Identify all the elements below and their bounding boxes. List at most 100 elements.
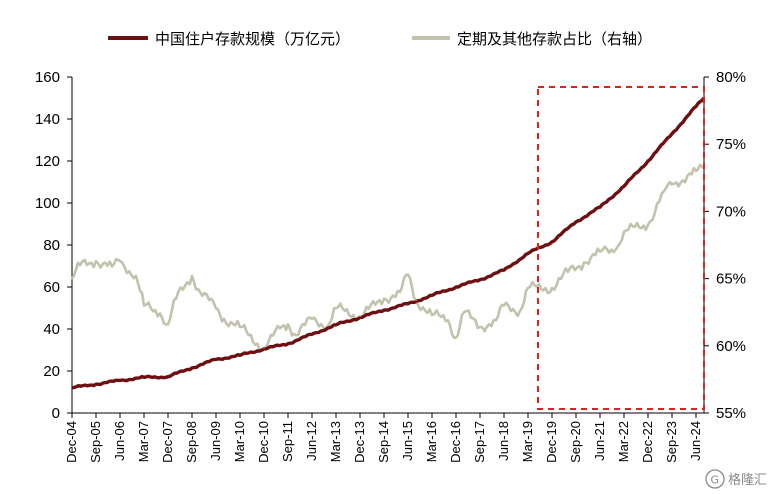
data-point-household-deposits bbox=[623, 185, 625, 187]
series-line-household-deposits bbox=[71, 96, 706, 390]
data-point-household-deposits bbox=[455, 286, 457, 288]
data-point-household-deposits bbox=[527, 252, 529, 255]
right-axis-tick-label: 55% bbox=[716, 405, 746, 422]
x-axis-tick-label: Dec-22 bbox=[640, 421, 655, 463]
left-axis-tick-label: 0 bbox=[52, 405, 60, 422]
data-point-household-deposits bbox=[287, 342, 289, 345]
data-point-time-deposit-share bbox=[527, 287, 529, 289]
data-point-time-deposit-share bbox=[431, 314, 433, 316]
right-axis-tick-label: 60% bbox=[716, 338, 746, 355]
data-point-time-deposit-share bbox=[215, 307, 217, 310]
data-point-time-deposit-share bbox=[399, 291, 401, 293]
data-point-time-deposit-share bbox=[407, 273, 409, 276]
data-point-time-deposit-share bbox=[455, 336, 457, 339]
x-axis-tick-label: Mar-13 bbox=[328, 421, 343, 462]
x-axis-tick-label: Sep-05 bbox=[88, 421, 103, 463]
watermark-logo-letter: G bbox=[711, 474, 720, 487]
data-point-time-deposit-share bbox=[599, 250, 601, 253]
data-point-household-deposits bbox=[431, 294, 433, 297]
left-axis-tick-label: 20 bbox=[43, 363, 60, 380]
data-point-household-deposits bbox=[479, 278, 481, 281]
x-axis-tick-label: Dec-16 bbox=[448, 421, 463, 463]
data-point-time-deposit-share bbox=[663, 190, 665, 192]
right-axis-tick-labels: 55% 60% 65% 70% 75% 80% bbox=[716, 69, 746, 422]
left-axis-tick-label: 120 bbox=[35, 153, 60, 170]
data-point-time-deposit-share bbox=[311, 318, 313, 320]
left-axis-tick-labels: 0 20 40 60 80 100 120 140 160 bbox=[35, 69, 60, 422]
x-axis-tick-label: Jun-24 bbox=[688, 421, 703, 461]
data-point-time-deposit-share bbox=[335, 307, 337, 310]
data-point-time-deposit-share bbox=[463, 311, 465, 314]
series-line-time-deposit-share bbox=[70, 163, 705, 352]
data-point-time-deposit-share bbox=[223, 318, 225, 320]
data-point-household-deposits bbox=[143, 376, 145, 379]
data-point-time-deposit-share bbox=[111, 265, 113, 268]
left-axis-tick-label: 160 bbox=[35, 69, 60, 86]
data-point-household-deposits bbox=[671, 132, 673, 135]
right-axis-tick-label: 75% bbox=[716, 136, 746, 153]
data-point-time-deposit-share bbox=[383, 298, 385, 300]
data-point-household-deposits bbox=[383, 309, 385, 311]
data-point-time-deposit-share bbox=[71, 277, 73, 280]
data-point-time-deposit-share bbox=[295, 334, 297, 336]
data-point-household-deposits bbox=[599, 206, 601, 208]
right-axis-tick-label: 70% bbox=[716, 203, 746, 220]
data-point-household-deposits bbox=[191, 367, 193, 369]
x-axis-tick-label: Sep-14 bbox=[376, 421, 391, 463]
data-point-household-deposits bbox=[335, 324, 337, 326]
x-axis-tick-label: Dec-04 bbox=[64, 421, 79, 463]
data-point-household-deposits bbox=[695, 105, 697, 108]
data-point-household-deposits bbox=[119, 379, 121, 382]
x-axis-tick-label: Jun-09 bbox=[208, 421, 223, 461]
left-axis-tick-label: 80 bbox=[43, 237, 60, 254]
x-axis-tick-label: Jun-06 bbox=[112, 421, 127, 461]
left-axis-tick-label: 40 bbox=[43, 321, 60, 338]
x-axis-tick-label: Dec-19 bbox=[544, 421, 559, 463]
data-point-household-deposits bbox=[71, 387, 73, 389]
legend-label-household-deposits: 中国住户存款规模（万亿元） bbox=[155, 30, 350, 48]
x-axis-tick-label: Dec-10 bbox=[256, 421, 271, 463]
data-point-time-deposit-share bbox=[447, 319, 449, 322]
data-point-household-deposits bbox=[215, 358, 217, 361]
data-point-time-deposit-share bbox=[695, 170, 697, 172]
watermark-text: 格隆汇 bbox=[728, 472, 767, 488]
left-axis-tick-label: 100 bbox=[35, 195, 60, 212]
right-axis-tick-label: 65% bbox=[716, 271, 746, 288]
data-point-time-deposit-share bbox=[79, 264, 81, 267]
x-axis-tick-label: Sep-17 bbox=[472, 421, 487, 463]
data-point-time-deposit-share bbox=[143, 304, 145, 307]
data-point-time-deposit-share bbox=[287, 323, 289, 326]
data-point-time-deposit-share bbox=[495, 319, 497, 322]
data-point-time-deposit-share bbox=[199, 291, 201, 293]
data-point-time-deposit-share bbox=[135, 275, 137, 277]
x-axis-tick-label: Jun-21 bbox=[592, 421, 607, 461]
x-axis-tick-label: Dec-07 bbox=[160, 421, 175, 463]
data-point-household-deposits bbox=[311, 333, 313, 336]
data-point-time-deposit-share bbox=[519, 310, 521, 312]
legend-label-time-deposit-share: 定期及其他存款占比（右轴） bbox=[457, 30, 652, 48]
data-point-time-deposit-share bbox=[567, 271, 569, 273]
x-axis-tick-label: Sep-20 bbox=[568, 421, 583, 463]
x-axis-tick-labels: Dec-04 Sep-05 Jun-06 Mar-07 Dec-07 Sep-08 Jun-… bbox=[64, 421, 703, 463]
data-point-time-deposit-share bbox=[671, 183, 673, 186]
data-point-time-deposit-share bbox=[647, 224, 649, 226]
data-point-time-deposit-share bbox=[583, 261, 585, 264]
x-axis-tick-label: Jun-12 bbox=[304, 421, 319, 461]
data-point-household-deposits bbox=[95, 383, 97, 386]
left-axis-tick-label: 140 bbox=[35, 111, 60, 128]
watermark-logo-icon bbox=[705, 469, 725, 489]
data-point-household-deposits bbox=[359, 316, 361, 319]
data-point-time-deposit-share bbox=[503, 304, 505, 307]
left-axis-tick-label: 60 bbox=[43, 279, 60, 296]
data-point-time-deposit-share bbox=[239, 326, 241, 328]
x-axis-tick-label: Sep-11 bbox=[280, 421, 295, 462]
data-point-time-deposit-share bbox=[119, 260, 121, 262]
x-axis-tick-label: Mar-10 bbox=[232, 421, 247, 462]
data-point-time-deposit-share bbox=[167, 323, 169, 326]
data-point-time-deposit-share bbox=[175, 298, 177, 300]
x-axis-tick-label: Jun-18 bbox=[496, 421, 511, 461]
data-point-household-deposits bbox=[263, 348, 265, 350]
data-point-household-deposits bbox=[575, 221, 577, 223]
series-layer bbox=[70, 96, 706, 390]
